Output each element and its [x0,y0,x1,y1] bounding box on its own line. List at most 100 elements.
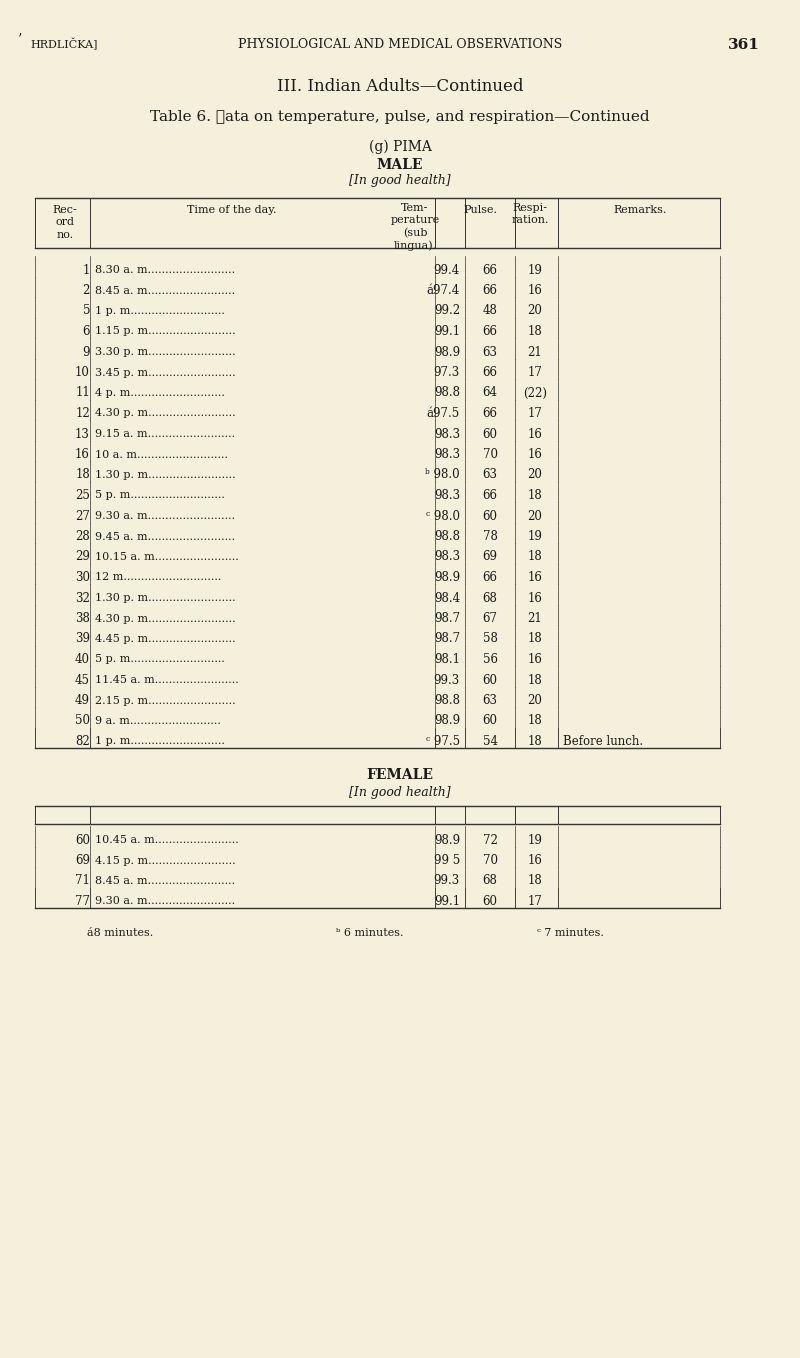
Text: 5 p. m...........................: 5 p. m........................... [95,490,225,501]
Text: 98.8: 98.8 [434,694,460,708]
Text: 66: 66 [482,284,498,297]
Text: 18: 18 [528,489,542,502]
Text: 50: 50 [75,714,90,728]
Text: 1.30 p. m.........................: 1.30 p. m......................... [95,470,236,479]
Text: 25: 25 [75,489,90,502]
Text: 20: 20 [527,694,542,708]
Text: 60: 60 [482,428,498,440]
Text: 60: 60 [482,714,498,728]
Text: 49: 49 [75,694,90,708]
Text: 18: 18 [528,550,542,564]
Text: 60: 60 [482,674,498,687]
Text: 56: 56 [482,653,498,665]
Text: 10: 10 [75,367,90,379]
Text: 98.8: 98.8 [434,530,460,543]
Text: 9.15 a. m.........................: 9.15 a. m......................... [95,429,235,439]
Text: Rec-
ord
no.: Rec- ord no. [53,205,78,240]
Text: 19: 19 [527,263,542,277]
Text: 5: 5 [82,304,90,318]
Text: 16: 16 [527,448,542,460]
Text: 99.3: 99.3 [434,875,460,888]
Text: 32: 32 [75,592,90,604]
Text: 12: 12 [75,407,90,420]
Text: Respi-
ration.: Respi- ration. [511,202,549,225]
Text: 98.3: 98.3 [434,489,460,502]
Text: 21: 21 [528,345,542,359]
Text: 72: 72 [482,834,498,846]
Text: 1: 1 [82,263,90,277]
Text: á97.4: á97.4 [426,284,460,297]
Text: 98.1: 98.1 [434,653,460,665]
Text: ᶜ 7 minutes.: ᶜ 7 minutes. [537,928,603,938]
Text: 21: 21 [528,612,542,625]
Text: 68: 68 [482,875,498,888]
Text: 1.30 p. m.........................: 1.30 p. m......................... [95,593,236,603]
Text: 16: 16 [527,854,542,866]
Text: ᶜ 98.0: ᶜ 98.0 [426,509,460,523]
Text: 16: 16 [527,570,542,584]
Text: ᵇ 98.0: ᵇ 98.0 [426,469,460,482]
Text: 99.1: 99.1 [434,325,460,338]
Text: 19: 19 [527,834,542,846]
Text: 1.15 p. m.........................: 1.15 p. m......................... [95,326,236,337]
Text: 60: 60 [482,509,498,523]
Text: 66: 66 [482,407,498,420]
Text: 63: 63 [482,469,498,482]
Text: 82: 82 [75,735,90,748]
Text: 1 p. m...........................: 1 p. m........................... [95,306,225,316]
Text: 12 m............................: 12 m............................ [95,573,222,583]
Text: 54: 54 [482,735,498,748]
Text: 70: 70 [482,448,498,460]
Text: 13: 13 [75,428,90,440]
Text: 64: 64 [482,387,498,399]
Text: 10.45 a. m........................: 10.45 a. m........................ [95,835,238,845]
Text: 4 p. m...........................: 4 p. m........................... [95,388,225,398]
Text: ᵇ 6 minutes.: ᵇ 6 minutes. [336,928,404,938]
Text: 5 p. m...........................: 5 p. m........................... [95,655,225,664]
Text: á8 minutes.: á8 minutes. [87,928,153,938]
Text: 20: 20 [527,509,542,523]
Text: 18: 18 [528,633,542,645]
Text: 4.30 p. m.........................: 4.30 p. m......................... [95,409,236,418]
Text: 60: 60 [482,895,498,909]
Text: 98.3: 98.3 [434,428,460,440]
Text: 69: 69 [75,854,90,866]
Text: 66: 66 [482,367,498,379]
Text: 16: 16 [527,428,542,440]
Text: (g) PIMA: (g) PIMA [369,140,431,155]
Text: [In good health]: [In good health] [349,174,451,187]
Text: 99.4: 99.4 [434,263,460,277]
Text: 38: 38 [75,612,90,625]
Text: 27: 27 [75,509,90,523]
Text: 20: 20 [527,469,542,482]
Text: 8.45 a. m.........................: 8.45 a. m......................... [95,876,235,885]
Text: 17: 17 [527,895,542,909]
Text: 3.30 p. m.........................: 3.30 p. m......................... [95,348,236,357]
Text: 98.9: 98.9 [434,570,460,584]
Text: ᶜ 97.5: ᶜ 97.5 [426,735,460,748]
Text: 3.45 p. m.........................: 3.45 p. m......................... [95,368,236,378]
Text: 18: 18 [528,325,542,338]
Text: 4.45 p. m.........................: 4.45 p. m......................... [95,634,236,644]
Text: 18: 18 [528,735,542,748]
Text: 98.7: 98.7 [434,633,460,645]
Text: 48: 48 [482,304,498,318]
Text: 10.15 a. m........................: 10.15 a. m........................ [95,551,238,562]
Text: 98.9: 98.9 [434,834,460,846]
Text: FEMALE: FEMALE [366,769,434,782]
Text: 98.4: 98.4 [434,592,460,604]
Text: MALE: MALE [377,158,423,172]
Text: 98.3: 98.3 [434,448,460,460]
Text: 9: 9 [82,345,90,359]
Text: 18: 18 [75,469,90,482]
Text: 97.3: 97.3 [434,367,460,379]
Text: 67: 67 [482,612,498,625]
Text: 45: 45 [75,674,90,687]
Text: 18: 18 [528,714,542,728]
Text: 2.15 p. m.........................: 2.15 p. m......................... [95,695,236,706]
Text: Time of the day.: Time of the day. [187,205,277,215]
Text: 77: 77 [75,895,90,909]
Text: 11: 11 [75,387,90,399]
Text: 29: 29 [75,550,90,564]
Text: 11.45 a. m........................: 11.45 a. m........................ [95,675,238,684]
